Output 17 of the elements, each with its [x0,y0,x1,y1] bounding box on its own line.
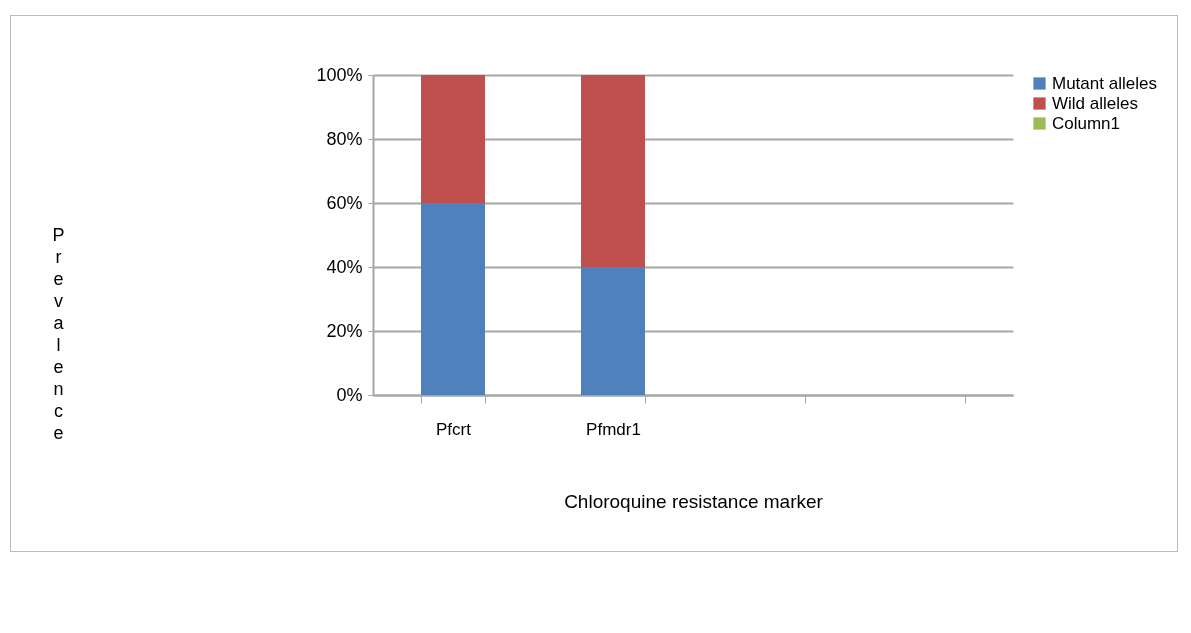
text: Prevalence [52,224,65,443]
bar [421,203,485,395]
y-tick-label: 80% [326,128,363,149]
y-tick-label: 0% [336,384,363,405]
legend-label: Wild alleles [1052,93,1138,113]
y-tick-label: 40% [326,256,363,277]
bar [421,75,485,203]
bar [581,75,645,267]
y-tick-label: 20% [326,320,363,341]
x-tick-label: Pfcrt [436,419,472,439]
y-tick-label: 100% [316,64,363,85]
legend-label: Column1 [1052,113,1121,133]
legend-label: Mutant alleles [1052,73,1157,93]
bar [581,267,645,395]
y-tick-label: 60% [326,192,363,213]
x-axis-title: Chloroquine resistance marker [564,490,824,512]
x-tick-label: Pfmdr1 [586,419,641,439]
